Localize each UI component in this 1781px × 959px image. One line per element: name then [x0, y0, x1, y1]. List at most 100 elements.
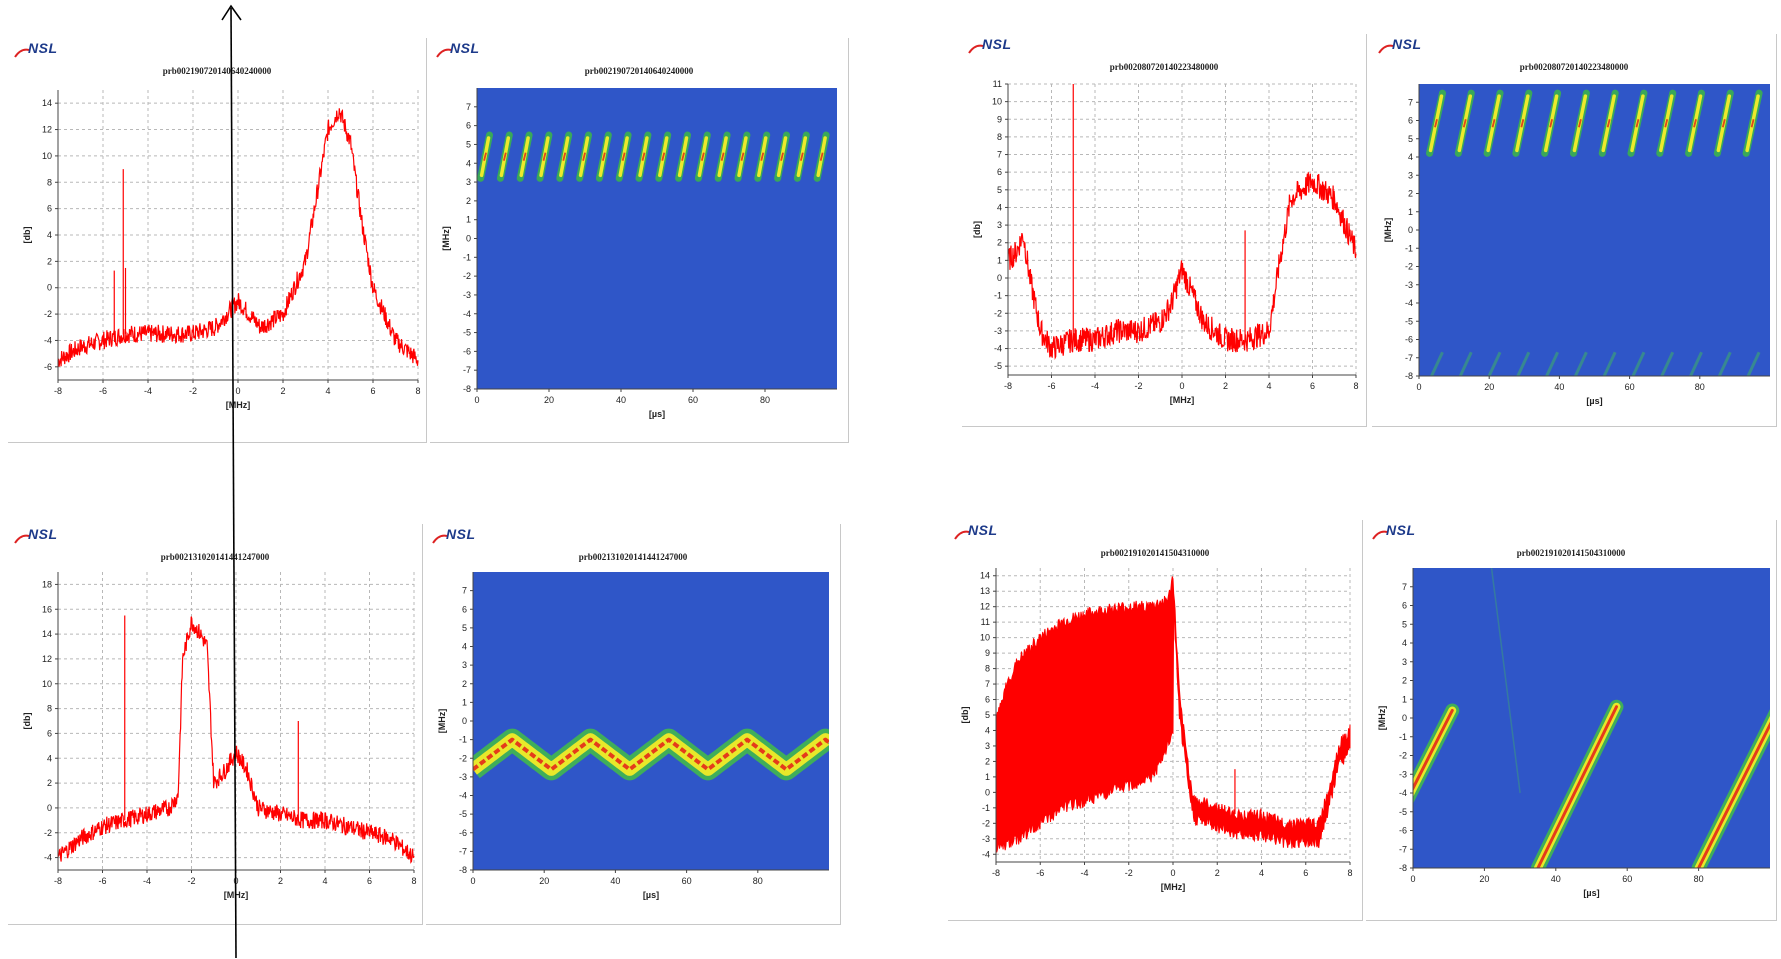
y-tick-label: -2: [44, 309, 52, 319]
logo-swoosh-icon: [968, 44, 984, 54]
chirp-peak: [601, 152, 606, 161]
y-tick-label: 7: [985, 679, 990, 689]
long-chirp-core: [1697, 721, 1770, 868]
nsl-logo: NSL: [954, 522, 1024, 542]
y-tick-label: 8: [47, 177, 52, 187]
y-tick-label: 16: [42, 604, 52, 614]
chirp-peak: [621, 152, 626, 161]
x-tick-label: 40: [610, 876, 620, 886]
x-tick-label: 6: [1303, 868, 1308, 878]
y-tick-label: 7: [1402, 582, 1407, 592]
y-tick-label: -4: [982, 849, 990, 859]
spectrum-area: [995, 576, 1351, 853]
y-tick-label: 7: [462, 586, 467, 596]
x-tick-label: 6: [370, 386, 375, 396]
x-tick-label: 40: [1554, 382, 1564, 392]
logo-text: NSL: [450, 40, 480, 56]
y-tick-label: -3: [982, 834, 990, 844]
x-tick-label: 8: [1353, 381, 1358, 391]
spectrogram-plot: 0 20 40 60 80 -8 -7 -6 -5 -4 -3 -2 -1 0 1 2 3 4 5 6 7 [µs] [MH…: [437, 572, 829, 900]
y-tick-label: 10: [980, 633, 990, 643]
y-tick-label: 4: [47, 753, 52, 763]
x-tick-label: -2: [187, 876, 195, 886]
y-tick-label: 4: [985, 725, 990, 735]
x-tick-label: -2: [1134, 381, 1142, 391]
y-tick-label: 11: [981, 617, 990, 627]
y-tick-label: -6: [44, 362, 52, 372]
y-tick-label: 5: [1408, 134, 1413, 144]
spectrogram-panel-1: NSL prb002190720140640240000 0 20 40 60 80 -8…: [430, 38, 849, 443]
chart-title: prb002190720140640240000: [162, 66, 272, 76]
chirp-peak: [1491, 119, 1496, 128]
x-tick-label: 4: [325, 386, 330, 396]
x-tick-label: 80: [1694, 874, 1704, 884]
signal-trace-group: [1007, 84, 1357, 360]
y-tick-label: 6: [47, 204, 52, 214]
y-tick-label: 1: [462, 697, 467, 707]
spectrum-panel-3: NSL prb002131020141441247000 -8 -6 -4 -2 0 2 4…: [8, 524, 423, 925]
chirp-peak: [1693, 119, 1697, 128]
y-tick-label: -4: [463, 309, 471, 319]
nsl-logo: NSL: [436, 40, 506, 60]
y-tick-label: -2: [994, 308, 1002, 318]
y-tick-label: -8: [463, 384, 471, 394]
y-tick-label: -4: [1405, 298, 1413, 308]
y-axis-label: [db]: [22, 227, 32, 244]
spectrogram-field: [1413, 568, 1770, 868]
signal-trace-group: [57, 615, 415, 864]
y-tick-label: -8: [1405, 371, 1413, 381]
y-tick-label: -8: [1399, 863, 1407, 873]
y-tick-label: 10: [42, 679, 52, 689]
logo-text: NSL: [28, 526, 58, 542]
y-tick-label: -3: [994, 326, 1002, 336]
faint-chirp-mark: [1487, 351, 1502, 376]
y-tick-label: 0: [985, 787, 990, 797]
y-tick-label: -2: [463, 271, 471, 281]
spectrum-line: [57, 616, 415, 864]
nsl-logo: NSL: [1378, 36, 1448, 56]
y-tick-label: -5: [459, 809, 467, 819]
long-chirp-core: [1536, 705, 1618, 868]
chirp-peak: [562, 152, 567, 161]
x-tick-label: 0: [235, 386, 240, 396]
chirp-peak: [502, 152, 507, 161]
y-tick-label: 11: [993, 79, 1002, 89]
chirp-peak: [681, 152, 685, 161]
y-tick-label: 8: [47, 704, 52, 714]
y-tick-label: 0: [462, 716, 467, 726]
x-tick-label: 2: [280, 386, 285, 396]
y-tick-label: -4: [994, 344, 1002, 354]
y-tick-label: -2: [1399, 751, 1407, 761]
y-tick-label: 0: [1408, 225, 1413, 235]
y-tick-label: 2: [997, 238, 1002, 248]
y-axis-label: [MHz]: [1377, 706, 1387, 731]
faint-chirp-mark: [1545, 351, 1559, 376]
y-tick-label: 5: [462, 623, 467, 633]
spectrogram-panel-4: NSL prb002191020141504310000 0 20 40 60 80 -8…: [1366, 520, 1777, 921]
chirp-peak: [1549, 119, 1554, 128]
x-tick-label: -8: [1004, 381, 1012, 391]
chart-title: prb002080720140223480000: [1519, 62, 1629, 72]
y-tick-label: 2: [985, 756, 990, 766]
y-tick-label: 4: [466, 158, 471, 168]
chirp-peak: [1578, 119, 1582, 128]
y-tick-label: 0: [997, 273, 1002, 283]
x-axis-label: [µs]: [649, 409, 665, 419]
y-tick-label: 4: [1408, 152, 1413, 162]
x-tick-label: -2: [189, 386, 197, 396]
y-tick-label: 6: [1402, 601, 1407, 611]
y-axis-label: [db]: [960, 707, 970, 724]
faint-chirp-mark: [1746, 351, 1761, 376]
y-tick-label: -3: [1405, 280, 1413, 290]
y-tick-label: 0: [47, 283, 52, 293]
logo-text: NSL: [982, 36, 1012, 52]
y-tick-label: -1: [994, 291, 1002, 301]
chirp-peak: [740, 152, 745, 161]
y-tick-label: 2: [47, 778, 52, 788]
x-tick-label: 0: [470, 876, 475, 886]
y-tick-label: -7: [1405, 353, 1413, 363]
x-tick-label: 8: [415, 386, 420, 396]
y-tick-label: 4: [1402, 638, 1407, 648]
y-axis-label: [db]: [972, 221, 982, 238]
